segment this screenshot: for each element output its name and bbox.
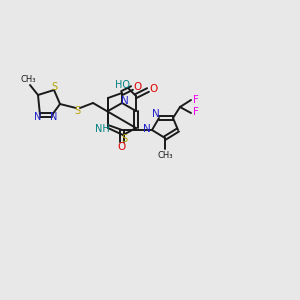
Text: F: F — [193, 107, 199, 117]
Text: NH: NH — [94, 124, 110, 134]
Text: F: F — [193, 95, 199, 105]
Text: N: N — [121, 96, 129, 106]
Text: N: N — [143, 124, 151, 134]
Text: S: S — [121, 134, 127, 144]
Text: S: S — [51, 82, 57, 92]
Text: O: O — [149, 84, 157, 94]
Text: HO: HO — [116, 80, 130, 90]
Text: N: N — [34, 112, 42, 122]
Text: CH₃: CH₃ — [157, 151, 173, 160]
Text: N: N — [50, 112, 58, 122]
Text: S: S — [74, 106, 80, 116]
Text: N: N — [152, 109, 160, 119]
Text: O: O — [118, 142, 126, 152]
Text: O: O — [133, 82, 141, 92]
Text: CH₃: CH₃ — [20, 74, 36, 83]
